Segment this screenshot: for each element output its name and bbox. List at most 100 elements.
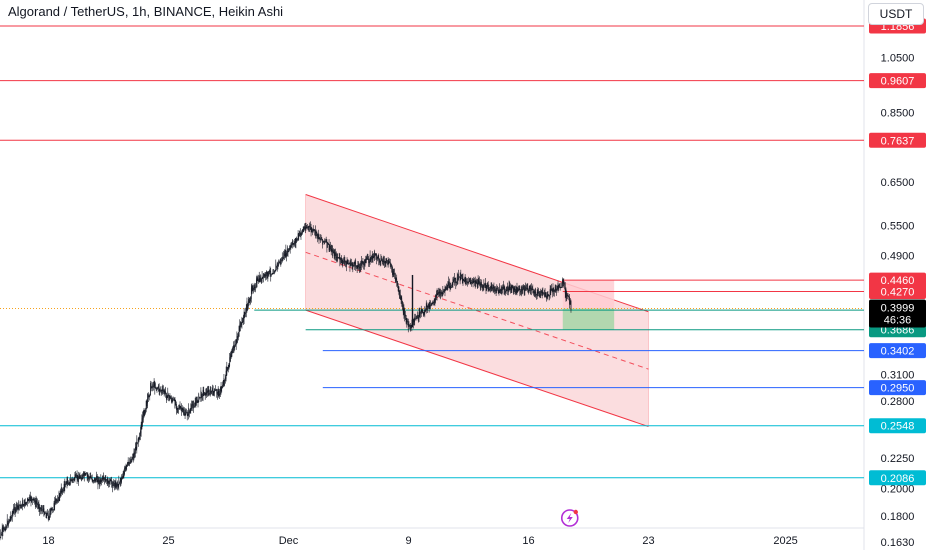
candle bbox=[453, 273, 455, 286]
candle bbox=[33, 498, 35, 503]
candle-body bbox=[323, 241, 325, 243]
candle bbox=[405, 310, 406, 320]
candle-body bbox=[86, 473, 88, 477]
candle bbox=[288, 248, 290, 253]
candle-body bbox=[109, 480, 110, 485]
candle-body bbox=[300, 233, 302, 235]
candle bbox=[142, 410, 144, 423]
candle bbox=[286, 250, 287, 262]
candle-body bbox=[390, 264, 392, 266]
candle-body bbox=[229, 357, 231, 366]
candle bbox=[564, 281, 565, 290]
candle-body bbox=[429, 302, 431, 308]
candle-body bbox=[523, 285, 524, 290]
candle bbox=[62, 488, 64, 496]
candle-body bbox=[423, 311, 424, 316]
candle bbox=[247, 303, 249, 311]
candle-body bbox=[45, 513, 47, 518]
candle bbox=[435, 290, 437, 301]
candle-body bbox=[85, 473, 87, 475]
candle bbox=[14, 502, 15, 515]
candle bbox=[53, 500, 55, 511]
candle bbox=[533, 288, 534, 296]
candle-body bbox=[415, 318, 416, 320]
candle bbox=[14, 503, 16, 518]
candle bbox=[71, 478, 73, 484]
candle-body bbox=[397, 283, 399, 291]
candle-body bbox=[5, 525, 7, 530]
candle bbox=[521, 286, 523, 295]
candle bbox=[175, 399, 177, 406]
candle bbox=[16, 501, 17, 513]
candle bbox=[68, 481, 70, 486]
candle-body bbox=[393, 272, 395, 274]
candle-body bbox=[493, 286, 495, 288]
channel-mid-line[interactable] bbox=[305, 251, 649, 370]
candle bbox=[430, 303, 432, 307]
candle-body bbox=[355, 262, 357, 269]
candle bbox=[20, 504, 22, 510]
target-zone[interactable] bbox=[562, 308, 615, 330]
candle-body bbox=[256, 278, 258, 284]
candle-body bbox=[475, 280, 477, 283]
price-tags: 1.18560.96070.76370.44600.42700.39740.36… bbox=[869, 18, 926, 486]
candle bbox=[176, 401, 177, 415]
candle bbox=[570, 299, 572, 313]
candle-body bbox=[346, 260, 348, 265]
candle bbox=[496, 284, 498, 294]
candle-body bbox=[466, 281, 468, 284]
candle bbox=[78, 471, 79, 486]
candle bbox=[354, 259, 356, 267]
candle bbox=[42, 504, 44, 513]
candle bbox=[137, 437, 139, 447]
candle-body bbox=[109, 479, 111, 483]
candle bbox=[448, 278, 450, 289]
candle bbox=[345, 260, 346, 268]
candle bbox=[345, 260, 347, 272]
candle bbox=[286, 245, 288, 257]
candle bbox=[224, 379, 226, 387]
candle-body bbox=[124, 467, 126, 471]
candle-body bbox=[461, 274, 462, 277]
candle bbox=[406, 318, 408, 328]
candle bbox=[86, 471, 87, 475]
candle-body bbox=[351, 262, 352, 265]
candle-body bbox=[519, 288, 521, 294]
candle bbox=[490, 282, 492, 292]
candle-body bbox=[350, 260, 352, 266]
candle bbox=[327, 242, 329, 246]
axes[interactable]: 1.05000.85000.65000.55000.49000.31000.28… bbox=[42, 53, 914, 549]
candle bbox=[150, 380, 151, 396]
candle bbox=[116, 482, 118, 490]
candle bbox=[442, 285, 444, 297]
horizontal-levels[interactable] bbox=[0, 25, 864, 479]
candle bbox=[413, 317, 415, 326]
candle bbox=[334, 249, 336, 261]
candle-body bbox=[222, 383, 224, 387]
currency-button[interactable]: USDT bbox=[868, 3, 924, 25]
candle-body bbox=[534, 291, 536, 294]
candle-body bbox=[68, 483, 70, 485]
candle bbox=[356, 265, 357, 269]
candle-body bbox=[79, 475, 81, 479]
candle-body bbox=[176, 403, 177, 410]
candle-body bbox=[297, 238, 298, 240]
candle-body bbox=[34, 500, 36, 507]
candle bbox=[309, 221, 311, 230]
candle-body bbox=[363, 263, 365, 266]
candle bbox=[507, 286, 509, 296]
candle bbox=[394, 268, 395, 279]
candle-body bbox=[538, 292, 540, 297]
candle-body bbox=[314, 229, 316, 231]
candle-body bbox=[57, 500, 59, 502]
candle bbox=[169, 393, 171, 401]
candle-body bbox=[120, 478, 122, 482]
candle-body bbox=[383, 260, 385, 262]
position-zone[interactable] bbox=[562, 280, 615, 330]
candle-body bbox=[428, 303, 429, 308]
candle-body bbox=[131, 456, 133, 462]
candle-body bbox=[399, 294, 401, 300]
candle bbox=[158, 383, 160, 395]
candle bbox=[566, 290, 568, 301]
